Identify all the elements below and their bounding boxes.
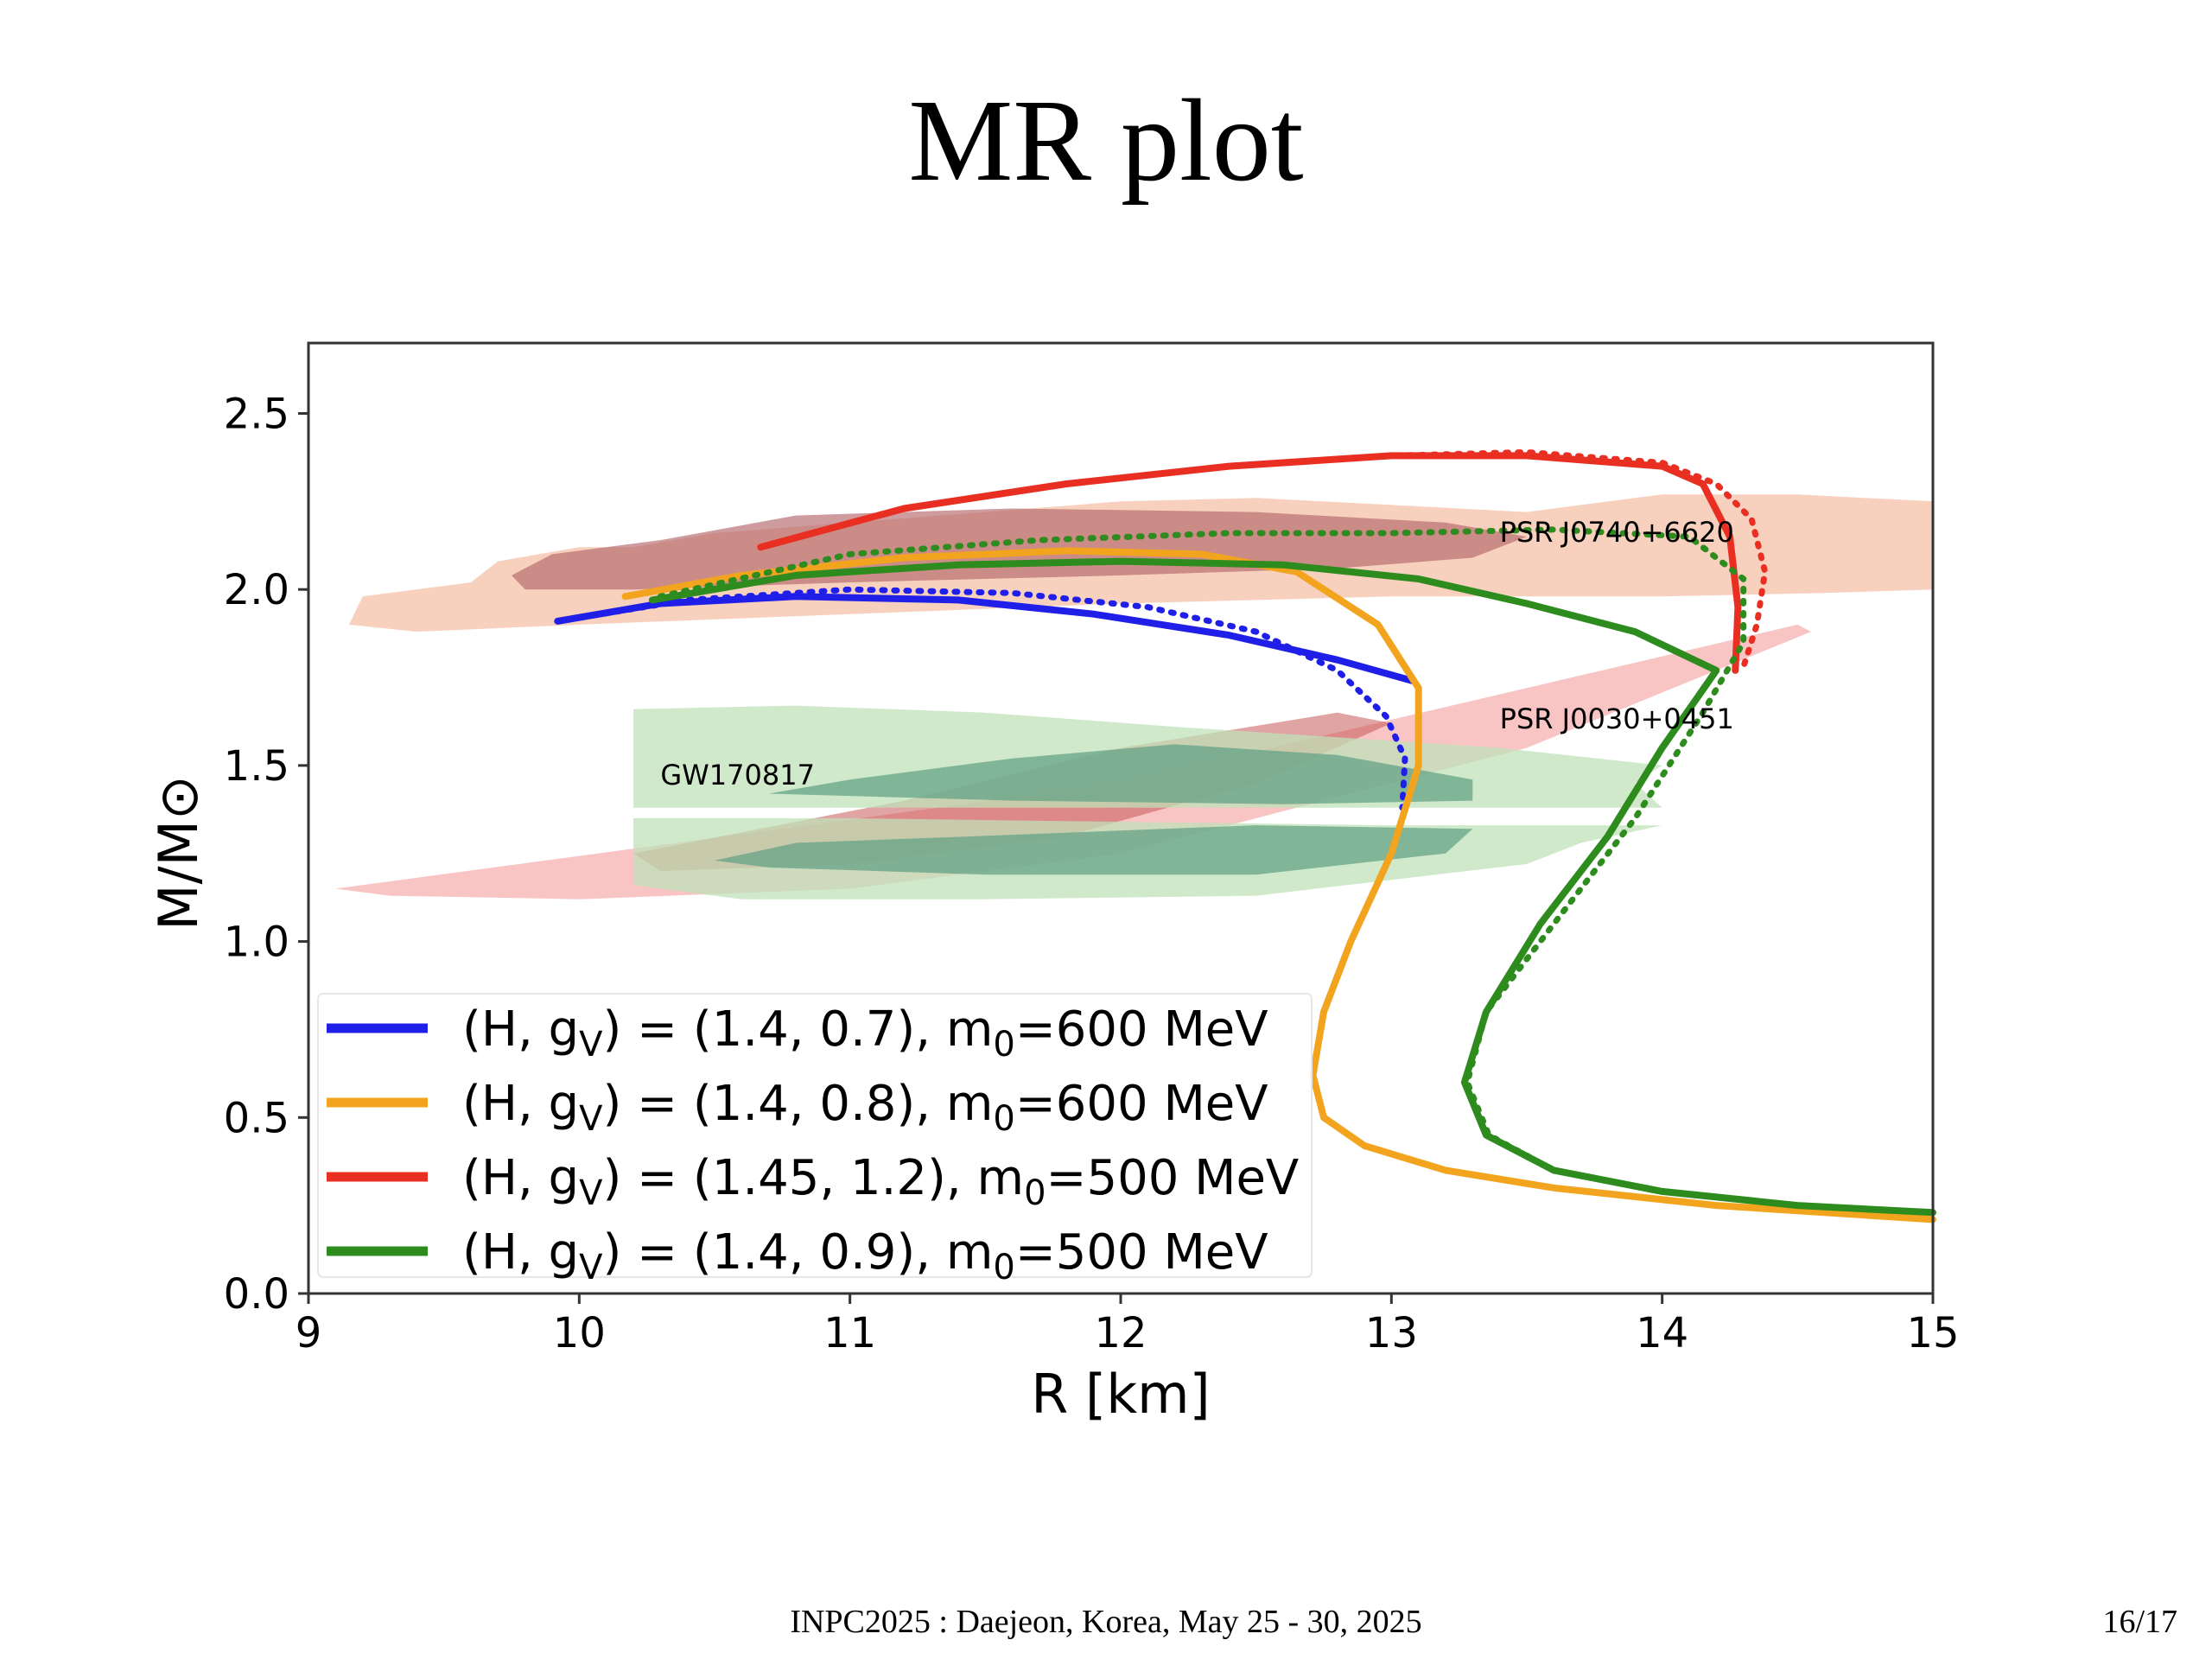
- x-tick-label: 15: [1906, 1309, 1959, 1357]
- annotation-label: PSR J0740+6620: [1500, 516, 1734, 549]
- legend-entry: (H, gV) = (1.4, 0.9), m0=500 MeV: [462, 1224, 1268, 1287]
- y-axis-label: M/M⊙: [147, 775, 210, 931]
- y-tick-label: 0.0: [224, 1270, 289, 1319]
- y-tick-label: 1.0: [224, 918, 289, 967]
- x-tick-label: 10: [553, 1309, 606, 1357]
- y-tick-label: 0.5: [224, 1094, 289, 1142]
- series-line-0: [554, 593, 1417, 685]
- series-dotted-0: [554, 586, 1408, 811]
- x-tick-label: 9: [296, 1309, 322, 1357]
- region-7: [715, 825, 1473, 875]
- x-axis-label: R [km]: [1031, 1363, 1210, 1426]
- series-line-3: [648, 557, 1936, 1217]
- x-tick-label: 11: [823, 1309, 876, 1357]
- slide-title: MR plot: [908, 76, 1304, 206]
- legend-entry: (H, gV) = (1.4, 0.8), m0=600 MeV: [462, 1076, 1268, 1139]
- series-dotted-2: [900, 448, 1769, 671]
- annotation-label: PSR J0030+0451: [1500, 702, 1734, 735]
- x-tick-label: 14: [1636, 1309, 1688, 1357]
- legend-box: [317, 993, 1313, 1278]
- series-layer: [554, 448, 1936, 1224]
- series-line-1: [621, 547, 1936, 1224]
- y-tick-label: 2.0: [224, 566, 289, 614]
- annotation-layer: PSR J0740+6620 PSR J0030+0451 GW170817: [660, 516, 1733, 791]
- legend-entry: (H, gV) = (1.4, 0.7), m0=600 MeV: [462, 1001, 1268, 1065]
- y-tick-label: 1.5: [224, 742, 289, 791]
- y-tick-label: 2.5: [224, 390, 289, 438]
- ticks-layer: 9 10 11 12 13 14 15 0.0 0.5 1.0 1.5 2.0 2.5: [224, 390, 1960, 1357]
- page-number: 16/17: [2102, 1604, 2177, 1640]
- slide-footer: INPC2025 : Daejeon, Korea, May 25 - 30, …: [790, 1604, 1422, 1640]
- x-tick-label: 12: [1094, 1309, 1147, 1357]
- series-dotted-3: [657, 526, 1936, 1216]
- series-dotted-1: [1310, 1071, 1936, 1223]
- region-6: [768, 744, 1473, 804]
- x-tick-label: 13: [1365, 1309, 1418, 1357]
- legend-entry: (H, gV) = (1.45, 1.2), m0=500 MeV: [462, 1150, 1299, 1213]
- legend: (H, gV) = (1.4, 0.7), m0=600 MeV (H, gV) …: [317, 993, 1313, 1287]
- annotation-label: GW170817: [660, 759, 815, 791]
